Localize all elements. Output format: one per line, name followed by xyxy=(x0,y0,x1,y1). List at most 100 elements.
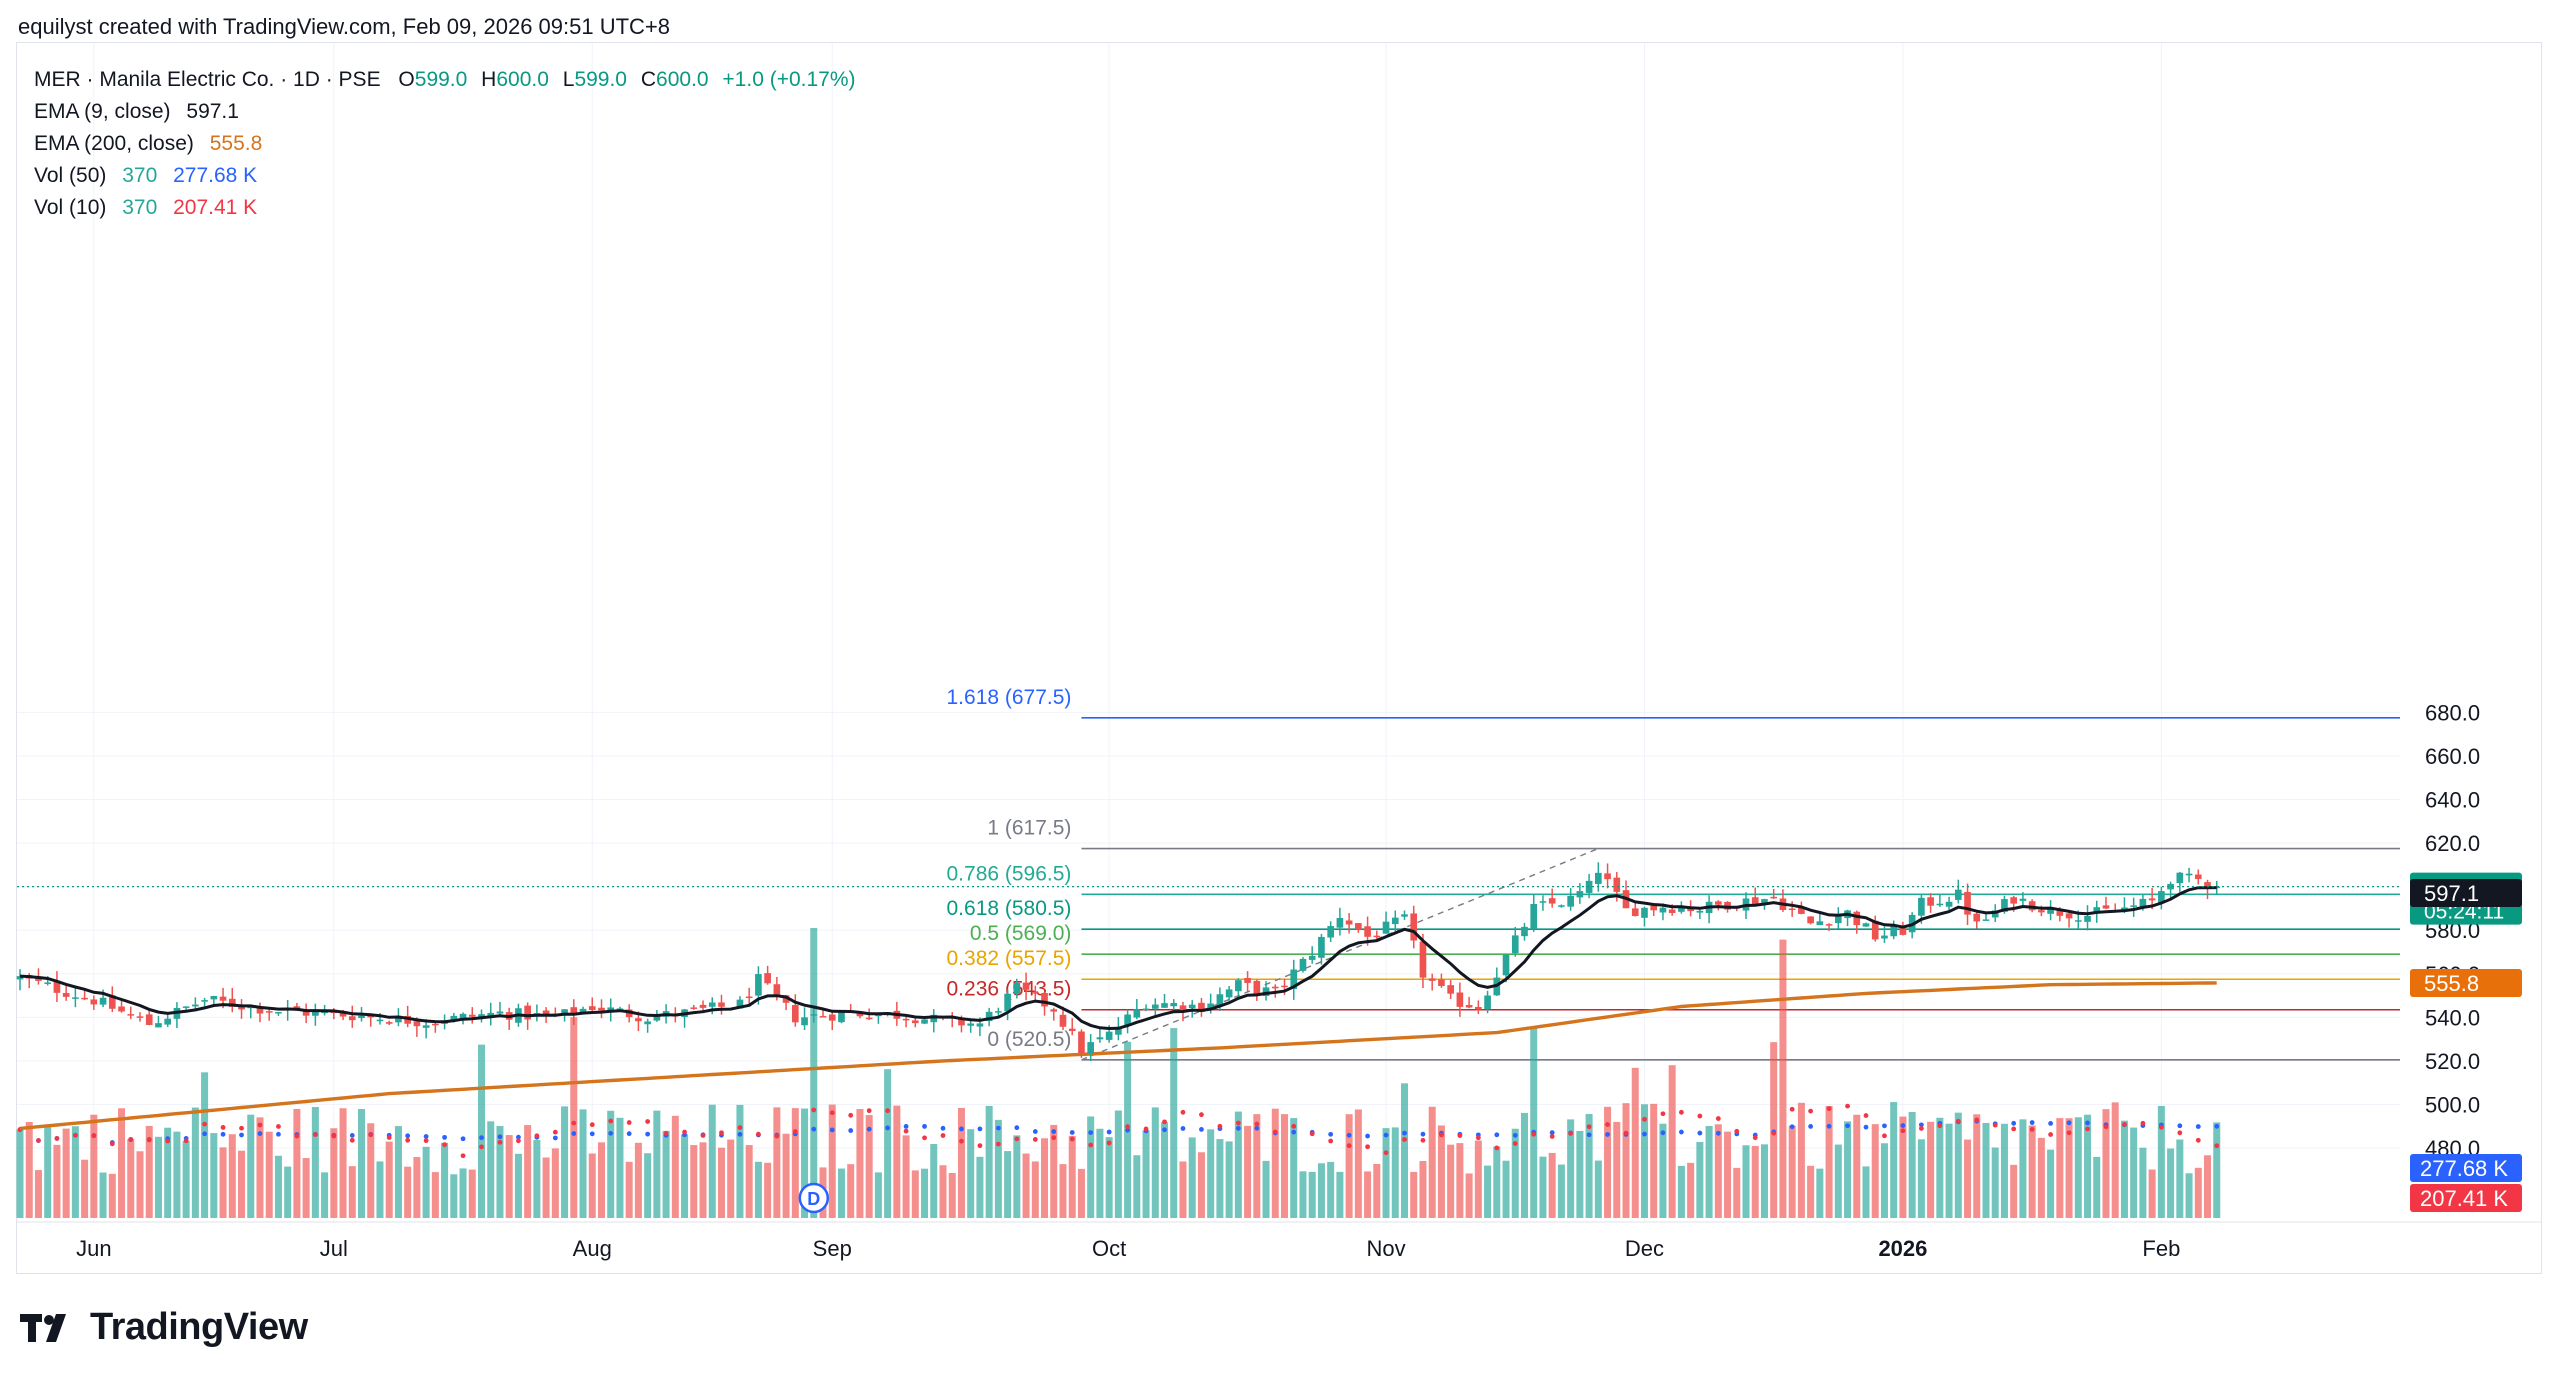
volume-bar xyxy=(1179,1161,1187,1218)
volume-bar xyxy=(413,1157,421,1218)
vol50-row[interactable]: Vol (50) 370 277.68 K xyxy=(34,160,856,192)
fib-level-label: 0.236 (543.5) xyxy=(947,978,1072,1001)
volume-ma50-dot xyxy=(460,1136,466,1142)
volume-axis-label: 277.68 K xyxy=(2420,1156,2508,1181)
candle-body xyxy=(1124,1014,1131,1026)
volume-bar xyxy=(1548,1152,1556,1218)
candle-body xyxy=(44,982,52,984)
volume-ma10-dot xyxy=(220,1125,226,1130)
candle-body xyxy=(1447,985,1454,994)
volume-ma50-dot xyxy=(1420,1131,1426,1137)
candle-body xyxy=(1078,1031,1085,1054)
volume-ma50-dot xyxy=(1808,1123,1814,1129)
volume-ma10-dot xyxy=(257,1122,263,1128)
candle-body xyxy=(967,1023,975,1026)
volume-ma50-dot xyxy=(2177,1123,2183,1129)
candle-body xyxy=(275,1012,282,1014)
candle-body xyxy=(1428,978,1436,981)
candle-body xyxy=(1511,935,1519,954)
volume-bar xyxy=(1613,1121,1621,1218)
volume-bar xyxy=(127,1139,135,1218)
volume-bar xyxy=(1834,1144,1842,1218)
volume-ma10-dot xyxy=(700,1133,706,1138)
volume-ma10-dot xyxy=(663,1130,669,1136)
volume-ma50-dot xyxy=(423,1134,429,1139)
volume-bar xyxy=(1197,1152,1205,1218)
candle-body xyxy=(579,1008,587,1013)
candle-body xyxy=(339,1012,347,1017)
volume-bar xyxy=(764,1162,772,1218)
x-axis-tick-label: Nov xyxy=(1366,1236,1405,1261)
ema200-row[interactable]: EMA (200, close) 555.8 xyxy=(34,128,856,160)
volume-bar xyxy=(2047,1149,2055,1218)
candle-body xyxy=(2204,882,2211,889)
symbol-name[interactable]: MER · Manila Electric Co. · 1D · PSE xyxy=(34,68,381,91)
volume-bar xyxy=(385,1141,393,1218)
candle-body xyxy=(1318,936,1325,958)
volume-ma50-dot xyxy=(1789,1124,1795,1130)
volume-ma10-dot xyxy=(1217,1123,1223,1129)
volume-bar xyxy=(44,1125,52,1218)
candle-body xyxy=(1401,914,1408,917)
candle-body xyxy=(53,980,61,993)
volume-ma10-dot xyxy=(1605,1122,1610,1127)
volume-bar xyxy=(487,1121,495,1218)
candle-body xyxy=(1751,897,1759,905)
volume-bar xyxy=(791,1108,799,1218)
volume-ma10-dot xyxy=(1051,1135,1057,1141)
volume-ma10-dot xyxy=(72,1132,78,1138)
volume-ma10-dot xyxy=(1439,1132,1444,1138)
volume-ma10-dot xyxy=(1974,1117,1980,1123)
volume-bar xyxy=(1585,1114,1593,1218)
fib-level-label: 0.382 (557.5) xyxy=(947,947,1072,970)
volume-ma10-dot xyxy=(1162,1119,1167,1125)
volume-bar xyxy=(1050,1124,1058,1218)
attribution-text: equilyst created with TradingView.com, F… xyxy=(18,14,671,39)
volume-bar xyxy=(1096,1128,1104,1218)
volume-ma50-dot xyxy=(1586,1132,1592,1138)
tradingview-logo-icon xyxy=(20,1313,66,1342)
candle-body xyxy=(2130,905,2137,907)
volume-ma50-dot xyxy=(1088,1130,1094,1135)
volume-ma50-dot xyxy=(1051,1129,1057,1134)
volume-ma50-dot xyxy=(1106,1129,1112,1135)
volume-ma50-dot xyxy=(1660,1130,1666,1136)
volume-bar xyxy=(2111,1102,2119,1218)
candle-body xyxy=(2028,901,2036,911)
candle-body xyxy=(2019,898,2027,901)
volume-bar xyxy=(265,1131,273,1218)
candle-body xyxy=(1816,921,1824,926)
candle-body xyxy=(99,997,107,1005)
volume-ma10-dot xyxy=(276,1124,281,1129)
volume-bar xyxy=(1502,1160,1510,1218)
volume-ma50-dot xyxy=(940,1125,946,1131)
volume-ma10-dot xyxy=(1771,1130,1777,1136)
ema9-row[interactable]: EMA (9, close) 597.1 xyxy=(34,96,856,128)
volume-ma10-dot xyxy=(792,1129,798,1134)
volume-ma10-dot xyxy=(774,1133,780,1139)
volume-bar xyxy=(985,1105,993,1218)
candle-body xyxy=(1216,994,1224,1006)
volume-bar xyxy=(1336,1171,1344,1218)
vol10-row[interactable]: Vol (10) 370 207.41 K xyxy=(34,192,856,224)
tradingview-logo[interactable]: TradingView xyxy=(20,1306,308,1349)
candle-body xyxy=(1659,907,1667,913)
open-label: O xyxy=(398,68,415,91)
volume-bar xyxy=(597,1142,605,1218)
volume-bar xyxy=(99,1172,107,1218)
candle-body xyxy=(828,1014,836,1021)
y-axis-tick-label: 660.0 xyxy=(2425,744,2480,769)
candle-body xyxy=(1484,995,1491,1010)
volume-bar xyxy=(1428,1106,1436,1218)
low-value: 599.0 xyxy=(574,68,627,91)
candle-body xyxy=(1853,911,1861,926)
candle-body xyxy=(1918,897,1925,916)
volume-bar xyxy=(930,1143,938,1218)
volume-ma50-dot xyxy=(1291,1129,1297,1135)
volume-ma10-dot xyxy=(1014,1136,1020,1142)
candle-body xyxy=(62,993,70,997)
volume-bar xyxy=(884,1069,892,1218)
volume-ma10-dot xyxy=(1937,1123,1943,1129)
volume-ma10-dot xyxy=(608,1118,614,1124)
